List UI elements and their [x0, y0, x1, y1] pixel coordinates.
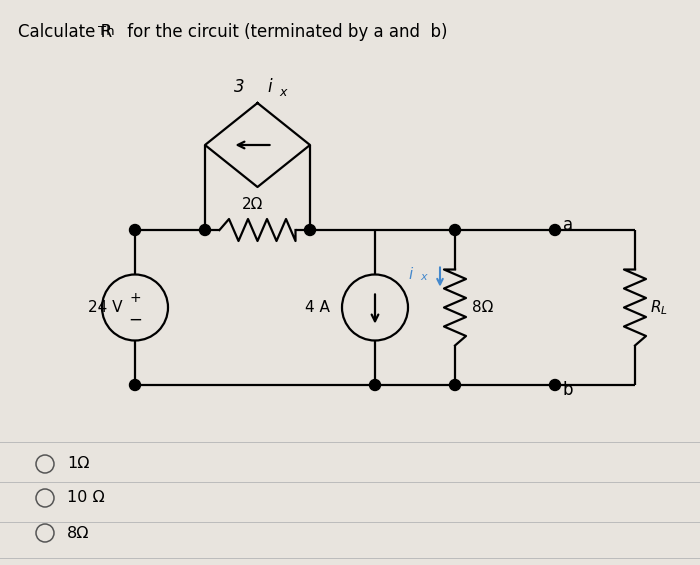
Circle shape: [550, 224, 561, 236]
Text: 4 A: 4 A: [305, 300, 330, 315]
Text: 8Ω: 8Ω: [67, 525, 90, 541]
Text: 2Ω: 2Ω: [241, 197, 263, 212]
Text: 24 V: 24 V: [88, 300, 123, 315]
Text: Th: Th: [97, 25, 114, 38]
Text: b: b: [563, 381, 573, 399]
Circle shape: [370, 380, 381, 390]
Text: Calculate R: Calculate R: [18, 23, 112, 41]
Text: +: +: [130, 290, 141, 305]
Circle shape: [449, 380, 461, 390]
Text: 3: 3: [234, 78, 249, 96]
Circle shape: [304, 224, 316, 236]
Circle shape: [130, 380, 141, 390]
Circle shape: [199, 224, 211, 236]
Text: x: x: [279, 86, 286, 99]
Text: i: i: [409, 267, 413, 282]
Text: i: i: [267, 78, 272, 96]
Text: 10 Ω: 10 Ω: [67, 490, 105, 506]
Text: for the circuit (terminated by a and  b): for the circuit (terminated by a and b): [122, 23, 447, 41]
Circle shape: [550, 380, 561, 390]
Circle shape: [449, 224, 461, 236]
Text: a: a: [563, 216, 573, 234]
Text: x: x: [421, 272, 427, 282]
Circle shape: [130, 224, 141, 236]
Text: $R_L$: $R_L$: [650, 298, 668, 317]
Text: −: −: [128, 311, 142, 328]
Text: 1Ω: 1Ω: [67, 457, 90, 472]
Text: 8Ω: 8Ω: [472, 300, 493, 315]
